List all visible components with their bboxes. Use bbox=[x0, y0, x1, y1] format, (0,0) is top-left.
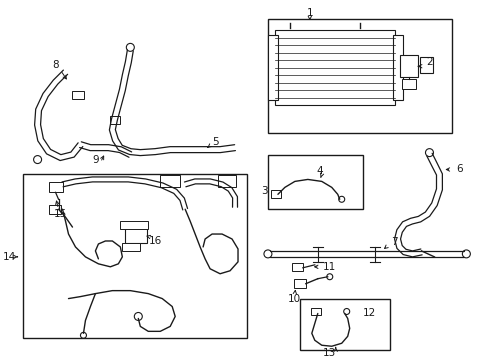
Text: 6: 6 bbox=[455, 165, 462, 175]
Text: 1: 1 bbox=[306, 8, 312, 18]
Text: 10: 10 bbox=[288, 293, 301, 303]
Bar bbox=[72, 91, 84, 99]
Bar bbox=[310, 307, 320, 315]
Bar bbox=[160, 175, 180, 187]
Bar bbox=[48, 205, 61, 214]
Bar bbox=[274, 31, 394, 105]
Bar bbox=[399, 55, 417, 77]
Text: 2: 2 bbox=[425, 57, 432, 67]
Bar bbox=[267, 154, 362, 209]
Text: 5: 5 bbox=[211, 137, 218, 147]
Bar bbox=[299, 298, 389, 350]
Bar bbox=[218, 175, 236, 187]
Bar bbox=[267, 35, 277, 100]
Text: 16: 16 bbox=[148, 236, 162, 246]
Bar bbox=[120, 221, 148, 229]
Text: 11: 11 bbox=[323, 262, 336, 272]
Text: 12: 12 bbox=[362, 309, 375, 319]
Text: 15: 15 bbox=[54, 209, 67, 219]
Text: 4: 4 bbox=[316, 166, 323, 176]
Bar bbox=[22, 175, 246, 338]
Text: 7: 7 bbox=[390, 237, 397, 247]
Text: 14: 14 bbox=[3, 252, 16, 262]
Bar bbox=[293, 279, 305, 288]
Bar bbox=[419, 57, 432, 73]
Text: 3: 3 bbox=[261, 186, 268, 196]
Bar bbox=[401, 79, 415, 89]
Text: 13: 13 bbox=[323, 348, 336, 358]
Bar bbox=[392, 35, 402, 100]
Bar bbox=[292, 263, 303, 271]
Text: 9: 9 bbox=[92, 154, 99, 165]
Bar bbox=[125, 227, 147, 243]
Bar bbox=[48, 183, 62, 192]
Bar bbox=[270, 190, 280, 198]
Text: 8: 8 bbox=[52, 60, 59, 70]
Bar bbox=[122, 243, 140, 251]
Bar bbox=[267, 19, 451, 133]
Bar bbox=[110, 116, 120, 124]
